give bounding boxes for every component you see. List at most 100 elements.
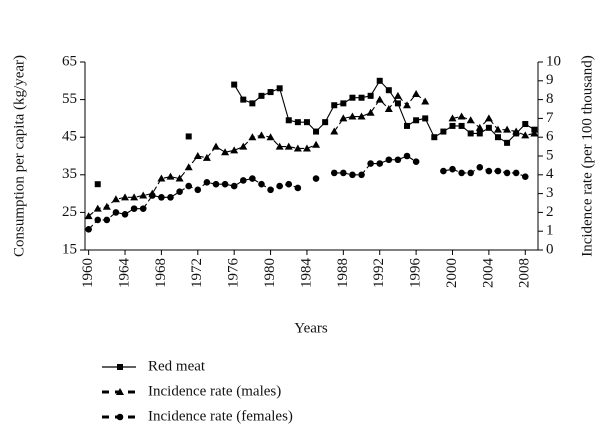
marker	[403, 152, 411, 160]
marker	[231, 81, 238, 88]
marker	[202, 153, 211, 161]
marker	[403, 101, 412, 109]
marker	[367, 92, 374, 99]
y-tick-label: 55	[62, 91, 77, 107]
marker	[130, 205, 138, 212]
marker	[375, 95, 384, 103]
marker	[84, 212, 93, 220]
marker	[267, 186, 274, 194]
marker	[457, 112, 466, 120]
marker	[303, 119, 310, 126]
marker	[294, 119, 301, 126]
marker	[449, 165, 456, 173]
marker	[440, 128, 447, 135]
marker	[103, 216, 111, 224]
marker	[331, 102, 338, 109]
marker	[185, 182, 192, 190]
marker	[367, 160, 374, 167]
marker	[522, 121, 529, 128]
marker	[412, 158, 420, 165]
marker	[293, 144, 302, 152]
marker	[240, 96, 247, 103]
marker	[504, 139, 511, 146]
marker	[467, 169, 474, 177]
marker	[267, 89, 274, 96]
marker	[175, 174, 184, 182]
y2-tick-label: 9	[546, 72, 554, 88]
marker	[385, 87, 392, 94]
marker	[394, 100, 401, 107]
marker	[112, 209, 120, 216]
marker	[212, 180, 220, 188]
marker	[102, 202, 111, 210]
y2-tick-label: 5	[546, 147, 554, 163]
marker	[385, 156, 393, 164]
marker	[440, 167, 447, 175]
marker	[249, 100, 256, 107]
marker	[94, 181, 101, 188]
marker	[494, 167, 502, 175]
marker	[121, 210, 129, 218]
marker	[521, 131, 530, 139]
marker	[116, 388, 124, 395]
marker	[421, 97, 430, 105]
marker	[475, 123, 484, 131]
x-tick-label: 1976	[226, 258, 242, 289]
marker	[193, 152, 202, 159]
marker	[376, 160, 384, 167]
y-axis-label: Consumption per capita (kg/year)	[11, 55, 27, 257]
marker	[394, 156, 402, 164]
marker	[230, 146, 239, 154]
x-tick-label: 1964	[116, 258, 132, 289]
y2-tick-label: 10	[546, 53, 561, 69]
marker	[404, 122, 411, 129]
marker	[393, 91, 402, 99]
marker	[239, 142, 248, 150]
marker	[358, 171, 365, 179]
marker	[330, 169, 338, 177]
marker	[194, 186, 202, 194]
legend-label: Incidence rate (females)	[148, 408, 293, 424]
marker	[203, 179, 211, 186]
marker	[302, 144, 311, 152]
marker	[211, 142, 220, 150]
marker	[512, 169, 520, 177]
x-tick-label: 1960	[80, 258, 96, 288]
x-tick-label: 1980	[262, 258, 278, 288]
marker	[158, 194, 165, 201]
legend-label: Red meat	[148, 358, 206, 374]
y2-tick-label: 3	[546, 185, 554, 201]
y2-tick-label: 2	[546, 204, 554, 220]
marker	[257, 131, 266, 139]
legend-label: Incidence rate (males)	[148, 383, 281, 399]
marker	[466, 116, 475, 124]
marker	[276, 182, 283, 190]
marker	[116, 413, 124, 421]
x-tick-label: 1968	[153, 258, 169, 288]
marker	[366, 108, 375, 116]
marker	[484, 114, 493, 122]
marker	[458, 169, 465, 177]
marker	[485, 124, 492, 131]
marker	[285, 117, 292, 124]
x-tick-label: 1984	[298, 258, 314, 289]
series-line	[233, 79, 535, 144]
y-tick-label: 35	[62, 166, 77, 182]
marker	[166, 172, 175, 180]
marker	[358, 94, 365, 101]
marker	[117, 364, 123, 370]
x-tick-label: 2008	[517, 258, 533, 288]
x-tick-label: 2000	[444, 258, 460, 288]
marker	[339, 114, 348, 122]
marker	[413, 117, 420, 124]
marker	[149, 192, 156, 199]
marker	[530, 129, 539, 137]
marker	[121, 193, 130, 201]
marker	[431, 134, 438, 141]
marker	[139, 191, 148, 199]
marker	[230, 182, 238, 190]
marker	[157, 174, 166, 182]
series-line	[88, 93, 535, 217]
